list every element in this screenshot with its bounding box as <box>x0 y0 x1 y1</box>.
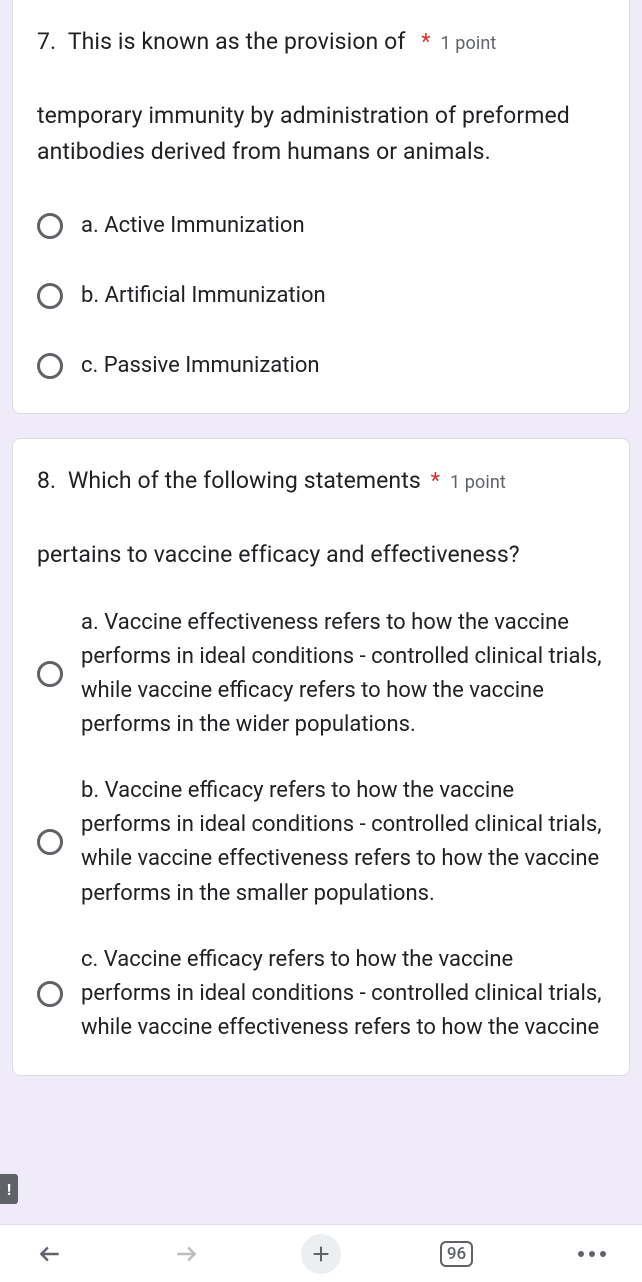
arrow-right-icon <box>173 1241 199 1267</box>
question-rest: temporary immunity by administration of … <box>37 102 570 166</box>
radio-button[interactable] <box>37 353 63 379</box>
question-text: 7. This is known as the provision of * 1… <box>37 24 605 171</box>
option-row[interactable]: b. Vaccine efficacy refers to how the va… <box>37 774 605 910</box>
form-content: 7. This is known as the provision of * 1… <box>0 0 642 1224</box>
radio-button[interactable] <box>37 213 63 239</box>
alert-badge[interactable]: ! <box>0 1174 18 1204</box>
menu-button[interactable] <box>572 1234 612 1274</box>
required-asterisk: * <box>421 25 431 60</box>
option-row[interactable]: a. Vaccine effectiveness refers to how t… <box>37 606 605 742</box>
option-label: a. Vaccine effectiveness refers to how t… <box>81 606 605 742</box>
option-label: b. Vaccine efficacy refers to how the va… <box>81 774 605 910</box>
question-lead: This is known as the provision of <box>68 24 406 61</box>
tab-count: 96 <box>440 1241 473 1267</box>
question-card-7: 7. This is known as the provision of * 1… <box>12 0 630 414</box>
question-rest: pertains to vaccine efficacy and effecti… <box>37 541 520 568</box>
option-label: a. Active Immunization <box>81 209 605 243</box>
radio-button[interactable] <box>37 829 63 855</box>
back-button[interactable] <box>30 1234 70 1274</box>
option-row[interactable]: b. Artificial Immunization <box>37 279 605 313</box>
options-group: a. Active Immunization b. Artificial Imm… <box>37 209 605 383</box>
tabs-button[interactable]: 96 <box>437 1234 477 1274</box>
alert-icon: ! <box>7 1180 11 1199</box>
option-row[interactable]: c. Vaccine efficacy refers to how the va… <box>37 943 605 1045</box>
radio-button[interactable] <box>37 981 63 1007</box>
option-row[interactable]: c. Passive Immunization <box>37 349 605 383</box>
option-label: c. Vaccine efficacy refers to how the va… <box>81 943 605 1045</box>
question-number: 7. <box>37 24 56 61</box>
browser-nav-bar: 96 <box>0 1224 642 1282</box>
question-card-8: 8. Which of the following statements * 1… <box>12 438 630 1075</box>
arrow-left-icon <box>37 1241 63 1267</box>
new-tab-button[interactable] <box>301 1234 341 1274</box>
more-icon <box>578 1251 606 1257</box>
required-asterisk: * <box>431 464 441 499</box>
radio-button[interactable] <box>37 661 63 687</box>
forward-button[interactable] <box>166 1234 206 1274</box>
question-text: 8. Which of the following statements * 1… <box>37 463 605 573</box>
option-row[interactable]: a. Active Immunization <box>37 209 605 243</box>
question-lead: Which of the following statements <box>68 463 421 500</box>
points-label: 1 point <box>441 30 497 59</box>
option-label: c. Passive Immunization <box>81 349 605 383</box>
plus-icon <box>301 1234 341 1274</box>
options-group: a. Vaccine effectiveness refers to how t… <box>37 606 605 1045</box>
points-label: 1 point <box>450 469 506 498</box>
radio-button[interactable] <box>37 283 63 309</box>
question-number: 8. <box>37 463 56 500</box>
option-label: b. Artificial Immunization <box>81 279 605 313</box>
